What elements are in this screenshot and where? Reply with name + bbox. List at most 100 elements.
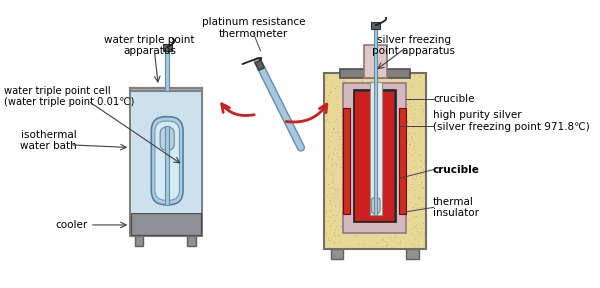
Point	[329, 151, 339, 156]
Point	[385, 223, 395, 228]
Point	[414, 153, 424, 158]
Point	[323, 182, 333, 187]
Point	[418, 204, 428, 209]
Point	[391, 161, 401, 165]
Bar	[353, 90, 396, 222]
Point	[406, 107, 415, 112]
Point	[335, 137, 344, 141]
Point	[409, 116, 419, 121]
Point	[415, 74, 424, 79]
Point	[408, 99, 418, 104]
Point	[349, 107, 358, 111]
Point	[400, 159, 410, 164]
Point	[383, 221, 393, 226]
Point	[403, 136, 412, 141]
Point	[327, 156, 337, 161]
Point	[371, 116, 381, 120]
Point	[390, 240, 400, 245]
Point	[334, 187, 344, 192]
Point	[343, 128, 353, 132]
Point	[409, 237, 419, 241]
Point	[416, 180, 426, 184]
Point	[323, 155, 333, 160]
Point	[410, 234, 420, 238]
Point	[390, 213, 400, 218]
Point	[380, 171, 390, 176]
Point	[416, 158, 425, 163]
Point	[418, 184, 428, 189]
Point	[357, 161, 367, 166]
Point	[398, 193, 408, 198]
Point	[372, 169, 382, 173]
Point	[409, 205, 418, 209]
Point	[380, 158, 389, 162]
Point	[409, 158, 419, 162]
Point	[386, 90, 395, 95]
Point	[358, 80, 368, 84]
Point	[335, 154, 344, 159]
Point	[362, 83, 372, 87]
Point	[380, 170, 389, 175]
Point	[323, 236, 332, 240]
FancyBboxPatch shape	[151, 117, 183, 205]
Point	[395, 81, 404, 85]
Point	[326, 88, 335, 93]
Text: thermal
insulator: thermal insulator	[433, 196, 479, 218]
Point	[326, 82, 336, 86]
Point	[330, 160, 340, 165]
Point	[395, 239, 404, 243]
Point	[415, 121, 425, 125]
Point	[332, 73, 341, 77]
Point	[350, 82, 359, 86]
Point	[383, 236, 393, 240]
Point	[415, 103, 424, 107]
Point	[383, 227, 393, 232]
Point	[359, 185, 369, 190]
Point	[400, 168, 410, 172]
Bar	[163, 44, 172, 51]
Point	[387, 131, 397, 136]
Point	[405, 100, 415, 105]
Point	[415, 151, 424, 156]
Point	[418, 166, 428, 171]
Point	[358, 94, 367, 99]
Point	[406, 226, 416, 230]
Point	[349, 87, 358, 92]
Point	[372, 195, 382, 200]
Point	[371, 94, 380, 99]
Point	[350, 233, 359, 238]
Point	[332, 94, 342, 98]
Point	[416, 165, 425, 169]
Point	[352, 142, 361, 147]
Point	[387, 147, 397, 152]
Point	[331, 130, 340, 135]
Point	[334, 233, 343, 238]
Point	[367, 205, 376, 209]
Point	[409, 147, 419, 152]
Point	[416, 226, 425, 231]
Point	[352, 199, 362, 204]
Point	[372, 81, 382, 86]
Point	[391, 233, 400, 238]
Point	[323, 137, 333, 142]
Point	[404, 142, 413, 147]
Point	[352, 90, 362, 94]
Point	[338, 90, 347, 95]
Point	[356, 214, 365, 219]
Point	[412, 229, 422, 234]
Point	[386, 88, 395, 92]
Point	[379, 236, 388, 241]
Point	[419, 171, 428, 175]
Point	[344, 90, 354, 95]
Point	[339, 156, 349, 161]
Point	[383, 93, 392, 98]
Point	[335, 238, 344, 243]
Point	[396, 142, 406, 146]
Point	[415, 74, 424, 78]
Point	[406, 200, 416, 204]
Point	[355, 195, 365, 200]
Point	[338, 94, 348, 98]
Point	[359, 125, 368, 130]
Point	[398, 75, 407, 80]
Point	[356, 96, 366, 101]
